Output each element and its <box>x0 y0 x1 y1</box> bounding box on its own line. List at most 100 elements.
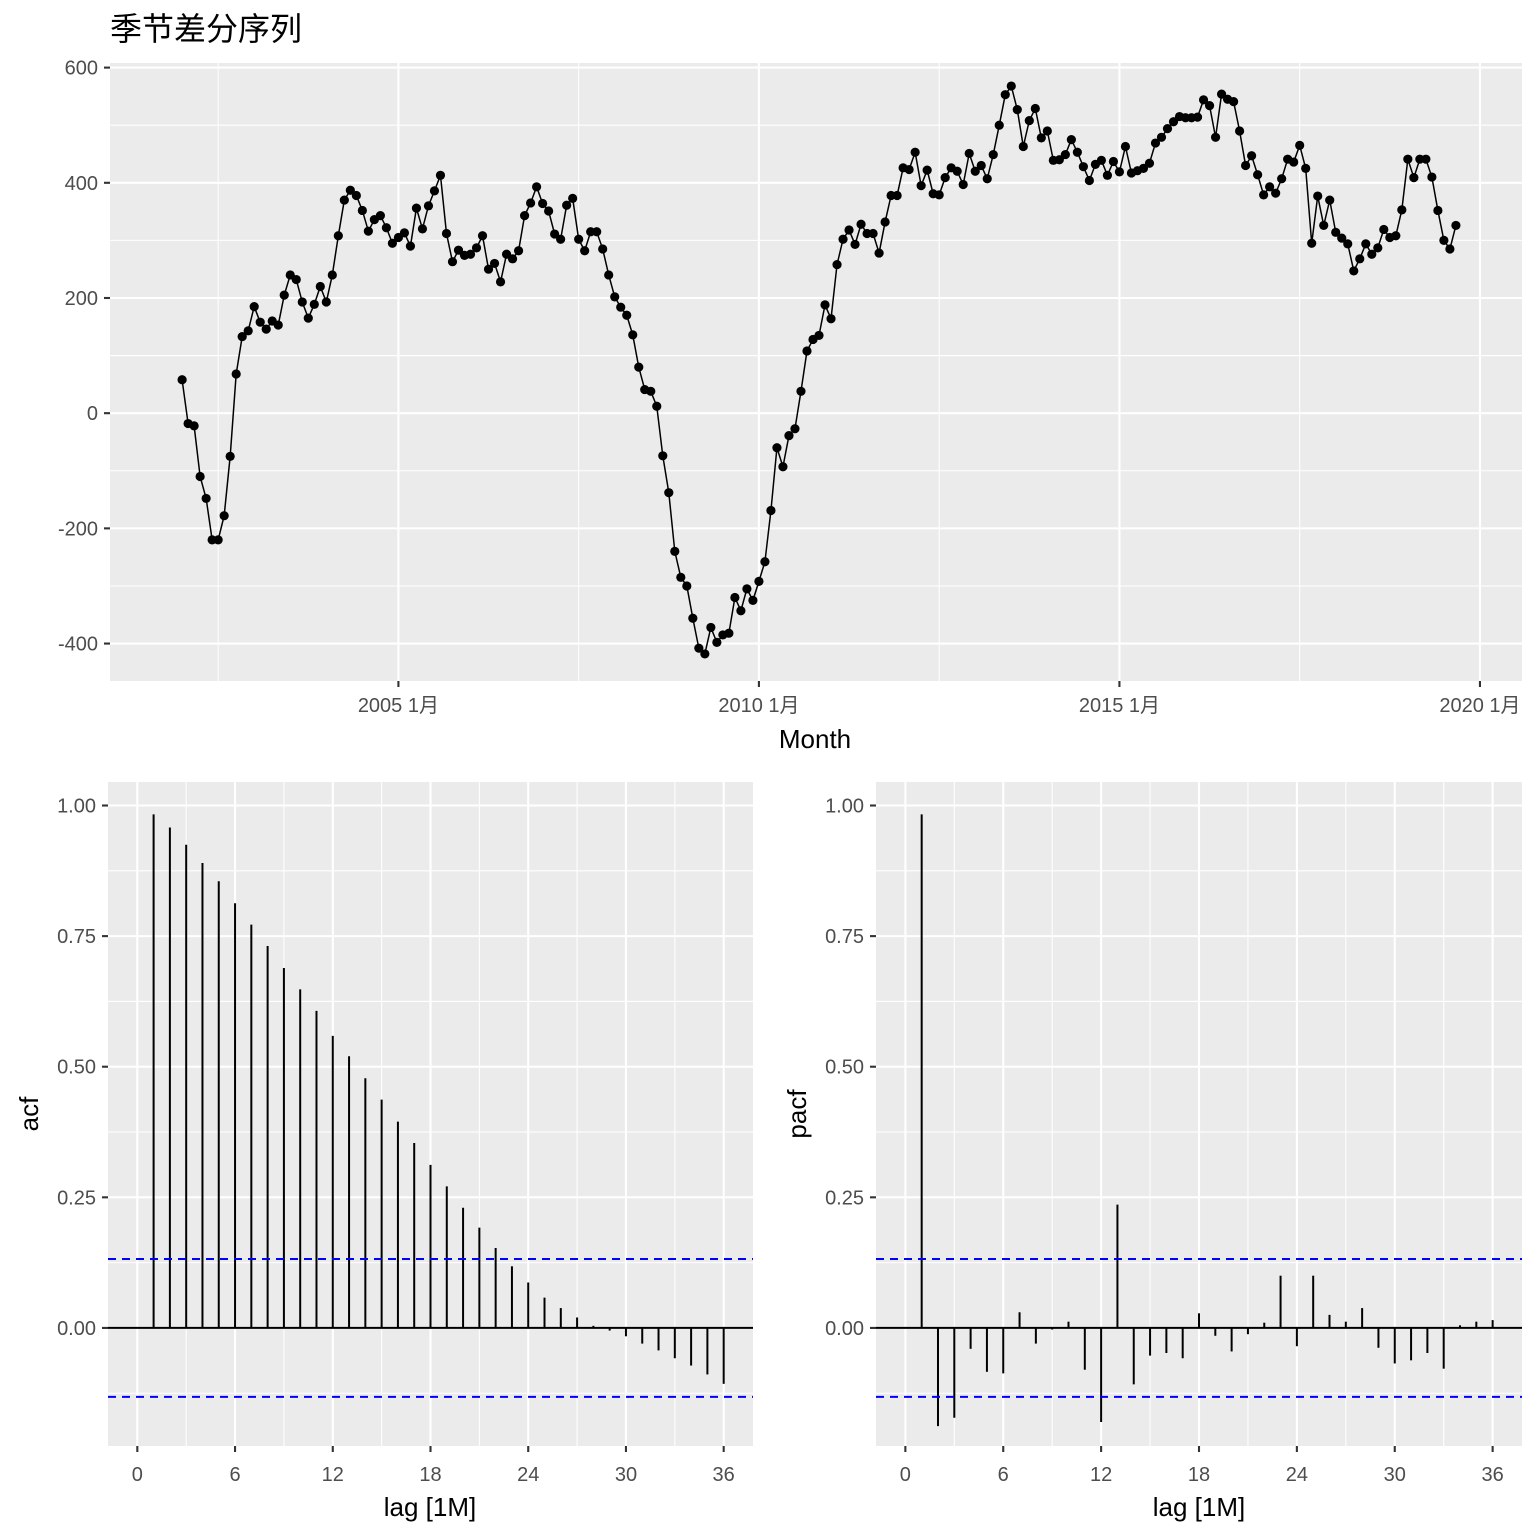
data-point <box>754 576 764 586</box>
data-point <box>874 248 884 258</box>
data-point <box>1144 158 1155 168</box>
data-point <box>1409 173 1419 183</box>
data-point <box>255 317 265 327</box>
data-point <box>532 182 542 192</box>
data-point <box>339 195 349 205</box>
data-point <box>838 234 848 244</box>
pacf-axes: 0.00 0.25 0.50 0.75 1.00 0 6 12 18 24 30 36 <box>825 796 1504 1486</box>
data-point <box>880 217 890 227</box>
data-point <box>766 505 776 516</box>
data-point <box>952 166 962 176</box>
data-point <box>940 173 950 183</box>
time-series-data <box>177 81 1461 659</box>
x-tick-label: 6 <box>998 1464 1009 1486</box>
data-point <box>1277 174 1287 184</box>
x-tick-label: 12 <box>1090 1464 1112 1486</box>
y-tick-label: 0.50 <box>825 1057 864 1079</box>
data-point <box>910 147 920 157</box>
x-tick-label: 0 <box>132 1464 143 1486</box>
x-tick-label: 2020 1月 <box>1439 695 1520 717</box>
data-point <box>309 299 319 309</box>
y-tick-label: 0.00 <box>57 1318 96 1340</box>
data-point <box>922 165 932 175</box>
data-point <box>1313 191 1323 201</box>
data-point <box>988 149 998 160</box>
data-point <box>423 201 434 211</box>
data-point <box>321 297 331 307</box>
data-point <box>1096 155 1107 165</box>
data-point <box>495 277 506 287</box>
data-point <box>1198 95 1209 105</box>
data-point <box>616 302 626 312</box>
data-point <box>796 386 806 396</box>
data-point <box>850 239 860 250</box>
data-point <box>958 179 968 190</box>
y-tick-label: 200 <box>65 288 98 310</box>
data-point <box>1000 90 1010 100</box>
data-point <box>261 324 271 334</box>
data-point <box>1373 243 1383 253</box>
data-point <box>231 369 241 379</box>
x-tick-label: 2010 1月 <box>718 695 799 717</box>
data-point <box>658 451 668 461</box>
data-point <box>519 211 530 221</box>
data-point <box>1379 224 1389 235</box>
data-point <box>814 330 824 341</box>
data-point <box>1397 205 1407 215</box>
y-tick-label: 0.75 <box>57 926 96 948</box>
data-point <box>327 270 337 280</box>
y-tick-label: 0 <box>87 403 98 425</box>
time-series-plot-area <box>110 63 1522 681</box>
data-point <box>291 274 301 285</box>
data-point <box>628 330 638 340</box>
data-point <box>682 581 692 591</box>
y-tick-label: 1.00 <box>825 796 864 818</box>
data-point <box>441 228 452 239</box>
data-point <box>1337 233 1347 243</box>
y-tick-label: 600 <box>65 58 98 80</box>
data-point <box>1054 155 1064 165</box>
y-tick-label: 400 <box>65 173 98 195</box>
data-point <box>1150 138 1161 148</box>
data-point <box>724 628 734 638</box>
data-point <box>1253 170 1263 180</box>
x-tick-label: 36 <box>713 1464 735 1486</box>
data-point <box>892 190 902 201</box>
data-point <box>213 535 223 545</box>
data-point <box>1355 254 1365 264</box>
data-point <box>351 190 361 201</box>
data-point <box>1030 103 1040 114</box>
data-point <box>1228 96 1239 107</box>
data-point <box>652 401 662 411</box>
data-point <box>604 270 614 280</box>
data-point <box>1114 167 1125 177</box>
data-point <box>525 198 536 208</box>
data-point <box>279 290 289 300</box>
data-point <box>363 226 373 236</box>
data-point <box>670 546 680 557</box>
y-tick-label: 0.00 <box>825 1318 864 1340</box>
data-point <box>1036 133 1046 143</box>
data-point <box>1102 170 1113 180</box>
data-point <box>471 243 482 253</box>
data-point <box>189 421 199 431</box>
y-tick-label: 1.00 <box>57 796 96 818</box>
acf-axes: 0.00 0.25 0.50 0.75 1.00 0 6 12 18 24 30 36 <box>57 796 735 1486</box>
data-point <box>1247 151 1257 161</box>
time-series-panel: 季节差分序列 -400 -200 0 200 400 600 2005 1月 2010 1月 2… <box>58 10 1522 754</box>
acf-data <box>108 814 753 1398</box>
data-point <box>333 231 343 241</box>
data-point <box>568 193 578 203</box>
data-point <box>375 211 385 221</box>
data-point <box>610 292 620 302</box>
data-point <box>1162 124 1173 134</box>
data-point <box>435 170 446 180</box>
x-tick-label: 12 <box>322 1464 344 1486</box>
data-point <box>1138 163 1149 173</box>
data-point <box>1433 205 1443 216</box>
data-point <box>742 584 752 594</box>
data-point <box>273 320 283 330</box>
data-point <box>1331 227 1341 237</box>
time-series-axes: -400 -200 0 200 400 600 2005 1月 2010 1月 2015 1月 2… <box>58 58 1521 717</box>
data-point <box>303 313 313 323</box>
